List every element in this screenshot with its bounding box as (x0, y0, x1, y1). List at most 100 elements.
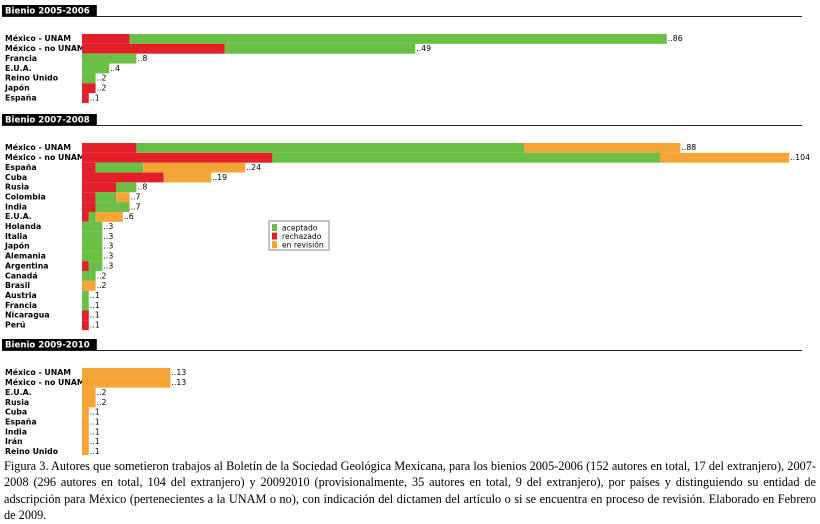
bar-aceptado (95, 162, 144, 173)
bar-en_revision (524, 143, 681, 153)
category-label: Japón (4, 83, 30, 92)
value-label: ..1 (90, 417, 100, 426)
value-label: ..13 (171, 378, 186, 387)
bar-rechazado (82, 34, 130, 44)
value-label: ..1 (90, 408, 100, 417)
bar-rechazado (82, 152, 273, 163)
legend-swatch-aceptado (272, 224, 277, 231)
bar-rechazado (82, 83, 96, 94)
value-label: ..1 (90, 427, 100, 436)
value-label: ..88 (681, 143, 696, 152)
panel-title-bg (2, 5, 97, 16)
category-label: Argentina (5, 261, 49, 270)
legend-swatch-en-revision (272, 241, 277, 249)
value-label: ..3 (103, 222, 113, 231)
value-label: ..2 (97, 388, 107, 397)
value-label: ..7 (131, 192, 141, 201)
value-label: ..4 (110, 64, 120, 73)
category-label: India (5, 427, 27, 436)
bar-en_revision (82, 446, 89, 455)
value-label: ..7 (131, 202, 141, 211)
figure-caption: Figura 3. Autores que sometieron trabajo… (4, 459, 816, 523)
category-label: México - UNAM (5, 34, 71, 43)
bar-rechazado (82, 172, 164, 183)
category-label: México - no UNAM (5, 44, 85, 53)
bar-aceptado (136, 143, 524, 153)
value-label: ..49 (416, 44, 431, 53)
bar-aceptado (129, 34, 667, 44)
category-label: E.U.A. (5, 64, 32, 73)
category-label: Cuba (5, 408, 27, 417)
category-label: E.U.A. (5, 212, 32, 221)
category-label: México - UNAM (5, 368, 71, 377)
category-label: E.U.A. (5, 388, 32, 397)
bar-aceptado (82, 231, 103, 242)
bar-en_revision (82, 427, 89, 437)
category-label: Reino Unido (5, 447, 59, 455)
value-label: ..13 (171, 368, 186, 377)
bar-en_revision (82, 407, 89, 418)
bar-en_revision (82, 377, 171, 388)
panel-title: Bienio 2005-2006 (5, 7, 90, 17)
category-label: España (5, 163, 37, 172)
legend-label: rechazado (282, 232, 322, 241)
bar-aceptado (88, 261, 103, 272)
value-label: ..2 (97, 74, 107, 83)
legend-label: aceptado (282, 223, 318, 232)
bar-aceptado (82, 271, 96, 281)
value-label: ..2 (97, 83, 107, 92)
category-label: Francia (5, 301, 37, 310)
category-label: Holanda (5, 222, 41, 231)
value-label: ..2 (97, 271, 107, 280)
category-label: Reino Unido (5, 74, 59, 83)
bar-en_revision (82, 436, 89, 447)
value-label: ..3 (103, 242, 113, 251)
category-label: Irán (5, 437, 23, 446)
panel-title-bg (2, 114, 97, 125)
bar-aceptado (82, 63, 110, 74)
bar-aceptado (82, 300, 89, 311)
bar-aceptado (88, 211, 96, 222)
bar-en_revision (82, 387, 96, 398)
bar-aceptado (116, 182, 137, 193)
legend-swatch-rechazado (272, 232, 277, 240)
category-label: Rusia (5, 398, 29, 407)
value-label: ..1 (90, 291, 100, 300)
bar-en_revision (660, 152, 790, 163)
category-label: Canadá (5, 271, 38, 280)
bar-rechazado (82, 182, 116, 193)
value-label: ..19 (212, 173, 227, 182)
category-label: Nicaragua (5, 311, 50, 320)
category-label: México - no UNAM (5, 378, 85, 387)
value-label: ..1 (90, 301, 100, 310)
bar-aceptado (82, 221, 103, 232)
bar-rechazado (82, 162, 96, 173)
value-label: ..1 (90, 311, 100, 320)
bar-en_revision (143, 162, 246, 173)
bar-aceptado (224, 43, 416, 54)
panel-title-bg (2, 339, 97, 350)
value-label: ..2 (97, 281, 107, 290)
bar-rechazado (82, 43, 225, 54)
category-label: España (5, 417, 37, 426)
bar-aceptado (272, 152, 660, 163)
category-label: Perú (5, 321, 25, 330)
value-label: ..8 (137, 183, 147, 192)
bar-en_revision (82, 417, 89, 428)
category-label: Japón (4, 242, 30, 251)
value-label: ..1 (90, 321, 100, 330)
legend-label: en revisión (282, 241, 324, 250)
value-label: ..3 (103, 232, 113, 241)
legend-box (268, 220, 330, 251)
panel-title: Bienio 2007-2008 (5, 116, 90, 126)
bar-aceptado (95, 202, 130, 212)
bar-rechazado (82, 310, 89, 321)
value-label: ..24 (246, 163, 261, 172)
bar-chart: Bienio 2005-2006 México - UNAM ..86 México … (2, 5, 810, 455)
value-label: ..1 (90, 447, 100, 455)
category-label: Alemania (5, 252, 46, 261)
category-label: Brasil (5, 281, 30, 290)
bar-rechazado (82, 202, 96, 212)
bar-aceptado (82, 290, 89, 301)
bar-en_revision (163, 172, 212, 183)
